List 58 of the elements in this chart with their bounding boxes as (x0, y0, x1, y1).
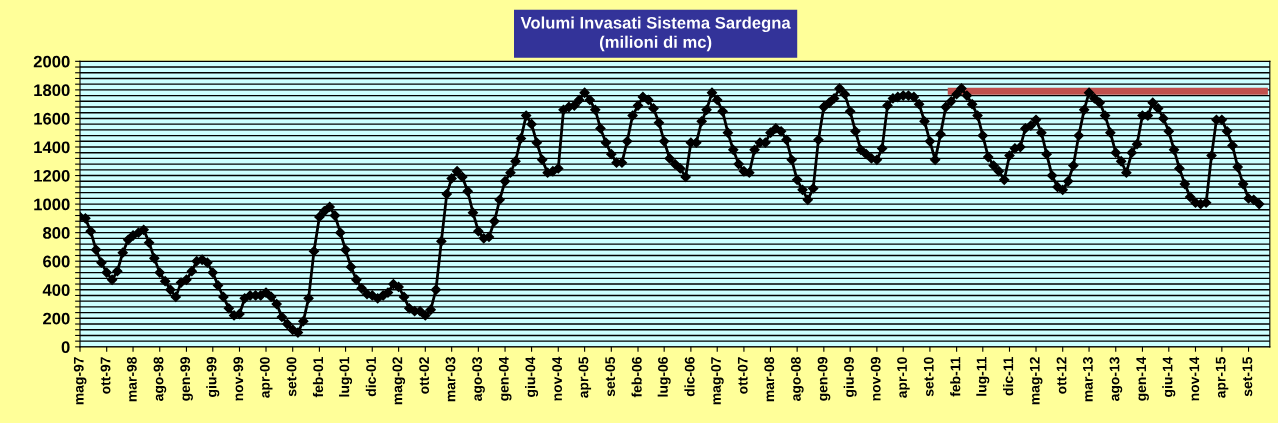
y-tick-label: 800 (43, 227, 70, 239)
x-tick-label: set-00 (286, 357, 297, 397)
x-tick-label: giu-99 (206, 357, 220, 397)
x-tick-label: nov-99 (233, 357, 244, 401)
x-tick-label: gen-99 (180, 357, 193, 401)
x-tick-label: nov-14 (1189, 356, 1200, 401)
x-tick-label: ott-02 (419, 357, 430, 394)
x-tick-label: set-10 (923, 357, 934, 397)
x-tick-label: gen-04 (498, 356, 512, 401)
x-tick-label: feb-06 (631, 357, 642, 398)
x-tick-label: feb-01 (312, 356, 324, 398)
x-tick-label: apr-10 (897, 357, 910, 398)
x-tick-label: ago-08 (790, 357, 804, 401)
y-tick-label: 1200 (34, 169, 70, 182)
x-tick-label: giu-09 (843, 357, 857, 397)
x-tick-label: ott-07 (737, 357, 748, 394)
y-tick-label: 200 (43, 312, 70, 325)
x-tick-label: lug-01 (339, 356, 353, 397)
x-tick-label: ott-12 (1056, 357, 1067, 394)
chart-subtitle: (milioni di mc) (599, 35, 712, 52)
x-tick-label: apr-00 (259, 357, 273, 398)
x-tick-label: lug-06 (657, 357, 671, 397)
x-tick-label: gen-14 (1136, 356, 1149, 401)
x-tick-label: feb-11 (950, 356, 961, 397)
x-tick-label: apr-05 (578, 356, 592, 398)
x-tick-label: mar-98 (126, 357, 137, 402)
x-tick-label: giu-04 (525, 356, 539, 397)
x-tick-label: nov-09 (870, 357, 881, 401)
x-tick-label: nov-04 (552, 356, 562, 401)
y-tick-label: 1800 (34, 84, 70, 97)
x-tick-label: lug-11 (976, 356, 990, 396)
x-tick-label: giu-14 (1162, 356, 1176, 397)
x-tick-label: ago-03 (472, 357, 485, 401)
x-tick-label: mag-12 (1029, 357, 1043, 405)
x-tick-label: dic-11 (1003, 356, 1014, 396)
x-tick-label: mag-02 (392, 357, 406, 405)
y-tick-label: 600 (43, 255, 70, 268)
x-tick-label: ago-98 (153, 357, 167, 401)
y-tick-label: 1400 (34, 141, 70, 154)
x-tick-label: mag-97 (73, 357, 87, 405)
x-tick-label: set-15 (1242, 356, 1253, 397)
y-tick-label: 400 (42, 284, 70, 296)
x-tick-label: ott-97 (100, 357, 111, 394)
y-tick-label: 1000 (34, 198, 70, 211)
y-tick-label: 1600 (34, 112, 70, 125)
x-tick-label: gen-09 (817, 357, 831, 401)
x-tick-label: set-05 (605, 356, 616, 397)
x-tick-label: mar-13 (1082, 357, 1093, 402)
x-tick-label: ago-13 (1109, 357, 1123, 401)
y-tick-label: 0 (61, 341, 70, 354)
x-tick-label: mar-03 (445, 357, 456, 402)
x-tick-label: mar-08 (764, 357, 775, 402)
x-tick-label: dic-06 (684, 357, 695, 397)
x-tick-label: dic-01 (365, 356, 376, 397)
chart-title: Volumi Invasati Sistema Sardegna (520, 16, 791, 33)
x-tick-label: apr-15 (1215, 356, 1229, 398)
y-tick-label: 2000 (33, 55, 70, 68)
x-tick-label: mag-07 (711, 357, 724, 405)
